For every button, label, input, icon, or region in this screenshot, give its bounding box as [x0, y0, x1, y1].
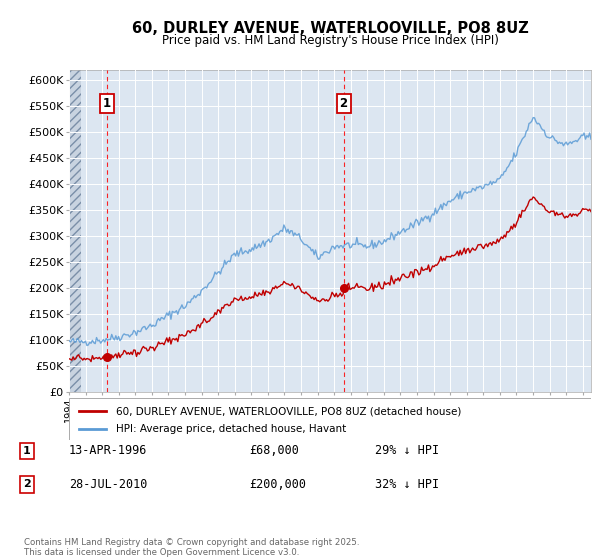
Text: HPI: Average price, detached house, Havant: HPI: Average price, detached house, Hava…: [116, 424, 346, 434]
Text: 60, DURLEY AVENUE, WATERLOOVILLE, PO8 8UZ: 60, DURLEY AVENUE, WATERLOOVILLE, PO8 8U…: [131, 21, 529, 36]
Text: 2: 2: [340, 97, 347, 110]
Text: 2: 2: [23, 479, 31, 489]
Text: Price paid vs. HM Land Registry's House Price Index (HPI): Price paid vs. HM Land Registry's House …: [161, 34, 499, 46]
Text: 32% ↓ HPI: 32% ↓ HPI: [375, 478, 439, 491]
Text: 60, DURLEY AVENUE, WATERLOOVILLE, PO8 8UZ (detached house): 60, DURLEY AVENUE, WATERLOOVILLE, PO8 8U…: [116, 406, 461, 416]
Text: 1: 1: [103, 97, 111, 110]
Text: Contains HM Land Registry data © Crown copyright and database right 2025.
This d: Contains HM Land Registry data © Crown c…: [24, 538, 359, 557]
Bar: [69, 70, 82, 392]
Text: £200,000: £200,000: [249, 478, 306, 491]
FancyBboxPatch shape: [69, 398, 591, 440]
Text: £68,000: £68,000: [249, 444, 299, 458]
Text: 28-JUL-2010: 28-JUL-2010: [69, 478, 148, 491]
Text: 13-APR-1996: 13-APR-1996: [69, 444, 148, 458]
Text: 29% ↓ HPI: 29% ↓ HPI: [375, 444, 439, 458]
Text: 1: 1: [23, 446, 31, 456]
